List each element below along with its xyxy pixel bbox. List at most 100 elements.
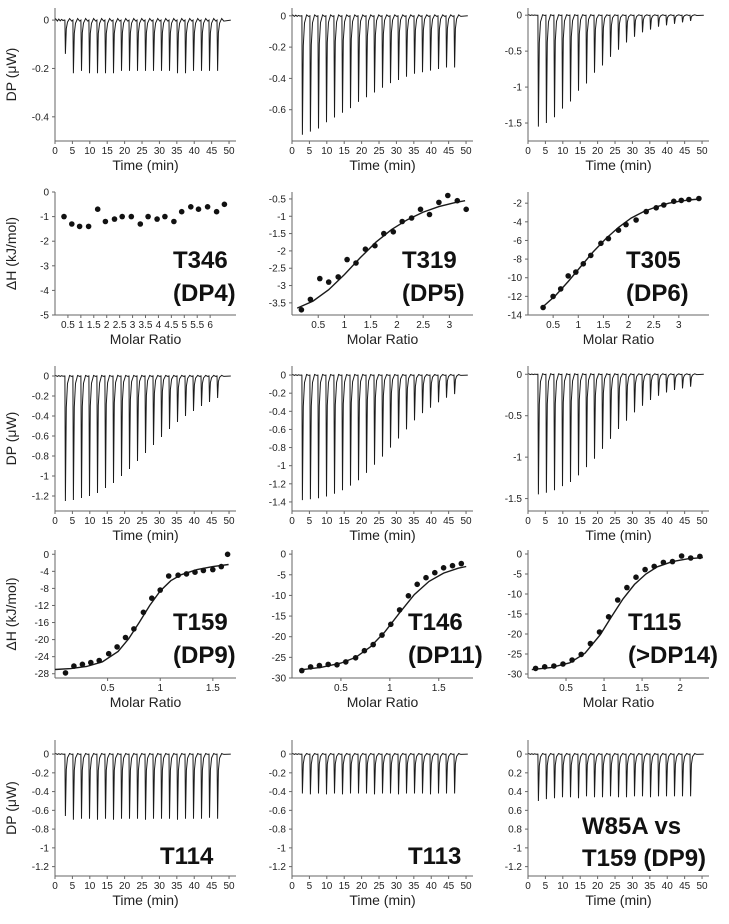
x-axis-title: Molar Ratio: [583, 331, 655, 347]
y-tick-label: -16: [35, 618, 50, 629]
y-tick-label: -10: [508, 590, 523, 601]
x-tick-label: 15: [575, 516, 587, 527]
data-point: [414, 581, 421, 588]
y-tick-label: -0.6: [269, 806, 287, 817]
x-tick-label: 10: [321, 881, 333, 892]
y-tick-label: 0: [43, 188, 49, 199]
y-tick-label: 0: [280, 11, 286, 22]
y-tick-label: -0.2: [32, 392, 50, 403]
x-tick-label: 1: [78, 320, 84, 331]
data-point: [335, 274, 342, 280]
data-point: [550, 293, 556, 300]
data-point: [111, 216, 118, 222]
y-axis-title: DP (μW): [3, 412, 19, 466]
y-tick-label: -4: [40, 567, 49, 578]
data-point: [79, 661, 86, 668]
y-tick-label: -8: [513, 255, 522, 266]
y-tick-label: -0.6: [269, 425, 287, 436]
x-tick-label: 0.5: [61, 320, 75, 331]
x-tick-label: 40: [426, 146, 438, 157]
data-point: [445, 192, 451, 199]
data-point: [598, 240, 604, 247]
sample-label: (>DP14): [628, 642, 718, 669]
y-tick-label: -15: [508, 610, 523, 621]
thermogram-trace: [55, 752, 231, 820]
data-point: [551, 663, 557, 669]
data-point: [426, 211, 433, 218]
thermogram-trace: [292, 14, 468, 135]
x-tick-label: 20: [119, 881, 131, 892]
data-point: [224, 551, 231, 558]
y-tick-label: -1: [40, 843, 49, 854]
y-tick-label: -0.6: [32, 432, 50, 443]
y-axis-title: ΔH (kJ/mol): [3, 217, 19, 290]
data-point: [580, 261, 587, 267]
y-tick-label: -1.2: [505, 862, 523, 873]
x-tick-label: 40: [189, 881, 201, 892]
data-point: [221, 201, 228, 208]
data-point: [370, 641, 377, 648]
x-tick-label: 45: [679, 881, 691, 892]
data-point: [560, 661, 566, 667]
y-tick-label: -1.5: [505, 119, 523, 130]
x-tick-label: 10: [557, 516, 569, 527]
data-point: [353, 260, 359, 266]
panel-D3: 0 -5 -10 -15 -20 -25 -30 0.5 1 1.5 2 Molar Ratio T11…: [508, 550, 719, 711]
y-tick-label: -3: [40, 261, 49, 272]
y-axis-title: ΔH (kJ/mol): [3, 577, 19, 650]
data-point: [569, 657, 575, 663]
y-tick-label: -0.2: [269, 768, 287, 779]
x-tick-label: 1.5: [364, 320, 378, 331]
y-tick-label: -0.5: [505, 47, 523, 58]
data-point: [183, 571, 190, 577]
x-tick-label: 5: [307, 516, 313, 527]
data-point: [381, 230, 387, 237]
x-tick-label: 50: [223, 516, 235, 527]
y-tick-label: -15: [272, 612, 287, 623]
y-tick-label: -30: [272, 674, 287, 685]
sample-label: T113: [408, 843, 461, 870]
x-tick-label: 45: [206, 146, 218, 157]
x-tick-label: 0: [525, 881, 531, 892]
x-axis-title: Molar Ratio: [347, 694, 419, 710]
data-point: [532, 665, 539, 672]
sample-label: (DP9): [173, 642, 236, 669]
x-tick-label: 0: [52, 881, 58, 892]
x-tick-label: 2: [394, 320, 400, 331]
sample-label: T159 (DP9): [582, 845, 706, 872]
data-point: [307, 296, 314, 303]
x-tick-label: 45: [443, 516, 455, 527]
y-tick-label: 0: [43, 550, 49, 561]
data-point: [458, 560, 465, 567]
data-point: [390, 229, 397, 235]
x-tick-label: 1: [601, 683, 607, 694]
y-tick-label: -0.5: [505, 411, 523, 422]
x-tick-label: 0: [52, 516, 58, 527]
data-point: [405, 593, 412, 599]
data-point: [687, 555, 694, 561]
data-point: [623, 221, 629, 228]
data-point: [605, 614, 612, 620]
data-point: [388, 621, 394, 628]
panel-A3: 0 -0.5 -1 -1.5 0 5 10 15 20 25 30 35 40 45 50 Time (min…: [505, 8, 709, 173]
data-point: [140, 609, 147, 616]
data-point: [298, 307, 305, 313]
x-tick-label: 5: [543, 516, 549, 527]
x-tick-label: 30: [154, 146, 166, 157]
y-tick-label: -25: [272, 653, 287, 664]
y-tick-label: -0.2: [269, 43, 287, 54]
y-tick-label: -1: [513, 453, 522, 464]
data-point: [633, 574, 639, 580]
x-axis-title: Molar Ratio: [110, 331, 182, 347]
y-tick-label: -10: [508, 273, 523, 284]
data-point: [361, 647, 368, 654]
y-tick-label: 0.2: [508, 768, 522, 779]
y-tick-label: -0.2: [32, 768, 50, 779]
y-tick-label: -0.8: [269, 825, 287, 836]
y-tick-label: -0.2: [32, 64, 50, 75]
panel-D2: 0 -5 -10 -15 -20 -25 -30 0.5 1 1.5 Molar Ratio T146…: [272, 550, 483, 710]
y-tick-label: 0: [43, 16, 49, 27]
thermogram-trace: [292, 373, 468, 501]
x-tick-label: 30: [391, 881, 403, 892]
x-tick-label: 25: [373, 516, 385, 527]
